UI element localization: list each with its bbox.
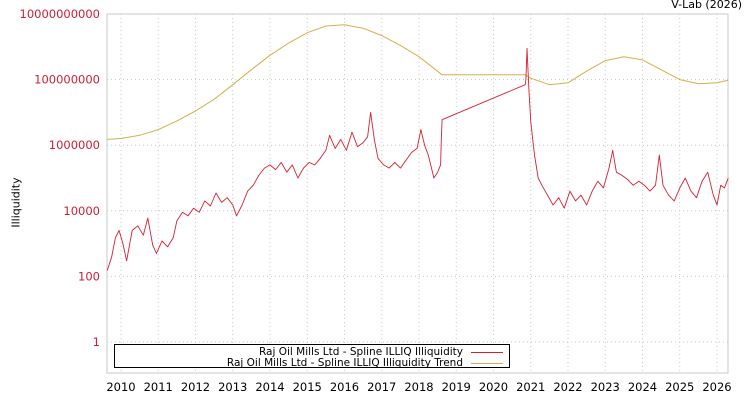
legend-label: Raj Oil Mills Ltd - Spline ILLIQ Illiqui…: [258, 346, 463, 358]
x-tick-label: 2017: [367, 380, 396, 394]
legend-swatch-gold-line-icon: [471, 362, 503, 364]
x-tick-label: 2016: [330, 380, 359, 394]
y-tick-label: 100: [78, 269, 100, 283]
x-tick-label: 2023: [591, 380, 620, 394]
x-tick-label: 2020: [479, 380, 508, 394]
x-tick-label: 2010: [106, 380, 135, 394]
x-tick-label: 2014: [255, 380, 284, 394]
x-tick-label: 2013: [218, 380, 247, 394]
x-tick-label: 2015: [293, 380, 322, 394]
y-axis-label: Illiquidity: [9, 177, 23, 228]
y-tick-label: 10000000000: [20, 7, 100, 21]
y-tick-label: 1000000: [49, 138, 100, 152]
legend-item-illiquidity: Raj Oil Mills Ltd - Spline ILLIQ Illiqui…: [259, 346, 503, 358]
x-tick-label: 2024: [628, 380, 657, 394]
legend-item-trend: Raj Oil Mills Ltd - Spline ILLIQ Illiqui…: [227, 357, 503, 369]
y-tick-label: 100000000: [34, 73, 100, 87]
x-tick-label: 2018: [404, 380, 433, 394]
x-tick-label: 2026: [702, 380, 731, 394]
x-tick-label: 2011: [144, 380, 173, 394]
plot-frame: [106, 13, 729, 374]
illiquidity-trend-line: [107, 24, 729, 140]
y-tick-label: 1: [93, 335, 100, 349]
chart-legend: Raj Oil Mills Ltd - Spline ILLIQ Illiqui…: [114, 344, 510, 369]
legend-swatch-red-line-icon: [471, 351, 503, 353]
x-axis-ticks: 2010 2011 2012 2013 2014 2015 2016 2017 2018 2019…: [106, 380, 731, 394]
legend-label: Raj Oil Mills Ltd - Spline ILLIQ Illiqui…: [226, 357, 463, 369]
x-tick-label: 2021: [516, 380, 545, 394]
y-axis-ticks: 1 100 10000 1000000 100000000 10000000000: [20, 7, 100, 349]
x-tick-label: 2012: [181, 380, 210, 394]
grid-lines: [107, 13, 728, 373]
x-tick-label: 2019: [442, 380, 471, 394]
x-tick-label: 2025: [665, 380, 694, 394]
credit-label: V-Lab (2026): [671, 0, 742, 11]
series-layer: [106, 24, 729, 271]
y-tick-label: 10000: [63, 204, 100, 218]
x-tick-label: 2022: [553, 380, 582, 394]
illiquidity-line: [106, 47, 729, 271]
